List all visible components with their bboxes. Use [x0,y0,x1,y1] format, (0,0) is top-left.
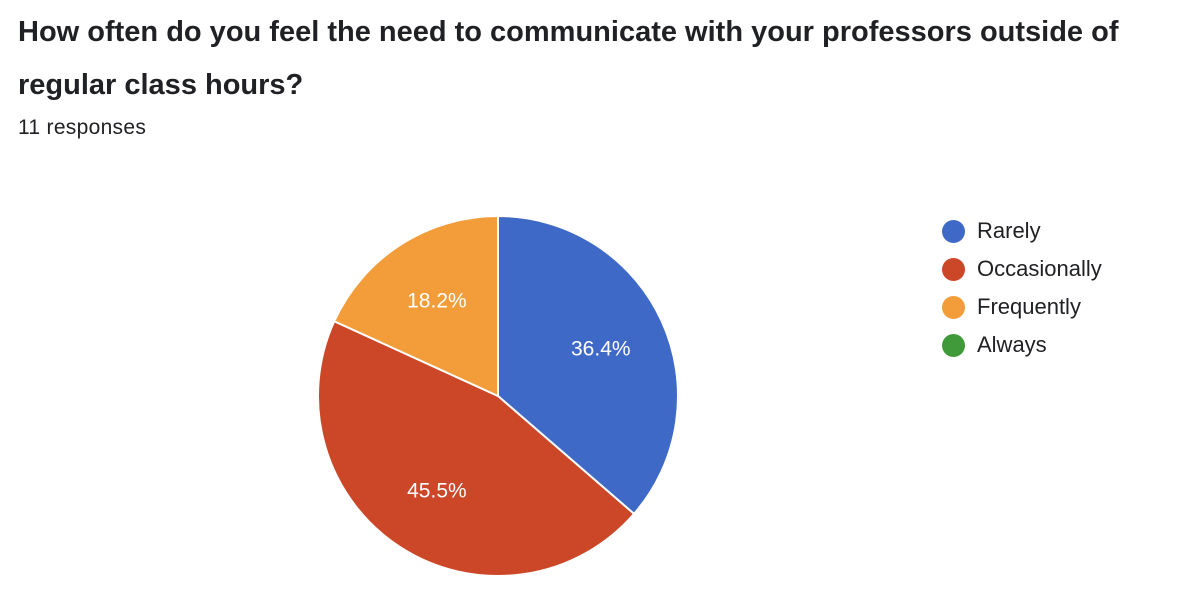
legend-label-occasionally: Occasionally [977,256,1102,281]
legend-item-always[interactable]: Always [942,326,1102,364]
pie-label-occasionally: 45.5% [407,480,467,503]
legend-item-occasionally[interactable]: Occasionally [942,250,1102,288]
legend-swatch-frequently [942,295,965,319]
chart-legend: Rarely Occasionally Frequently Always [942,212,1102,364]
chart-title: How often do you feel the need to commun… [18,16,1119,101]
legend-item-rarely[interactable]: Rarely [942,212,1102,250]
legend-swatch-always [942,333,965,357]
pie-slice-occasionally[interactable] [317,320,636,577]
legend-label-frequently: Frequently [977,294,1081,319]
pie-slice-rarely[interactable] [497,215,679,515]
legend-item-frequently[interactable]: Frequently [942,288,1102,326]
pie-label-rarely: 36.4% [571,338,631,361]
legend-swatch-occasionally [942,257,965,281]
legend-label-always: Always [977,332,1047,357]
pie-slice-frequently[interactable] [333,215,499,397]
legend-swatch-rarely [942,219,965,243]
legend-label-rarely: Rarely [977,218,1041,243]
response-count: 11 responses [18,116,147,139]
pie-label-frequently: 18.2% [407,289,467,312]
